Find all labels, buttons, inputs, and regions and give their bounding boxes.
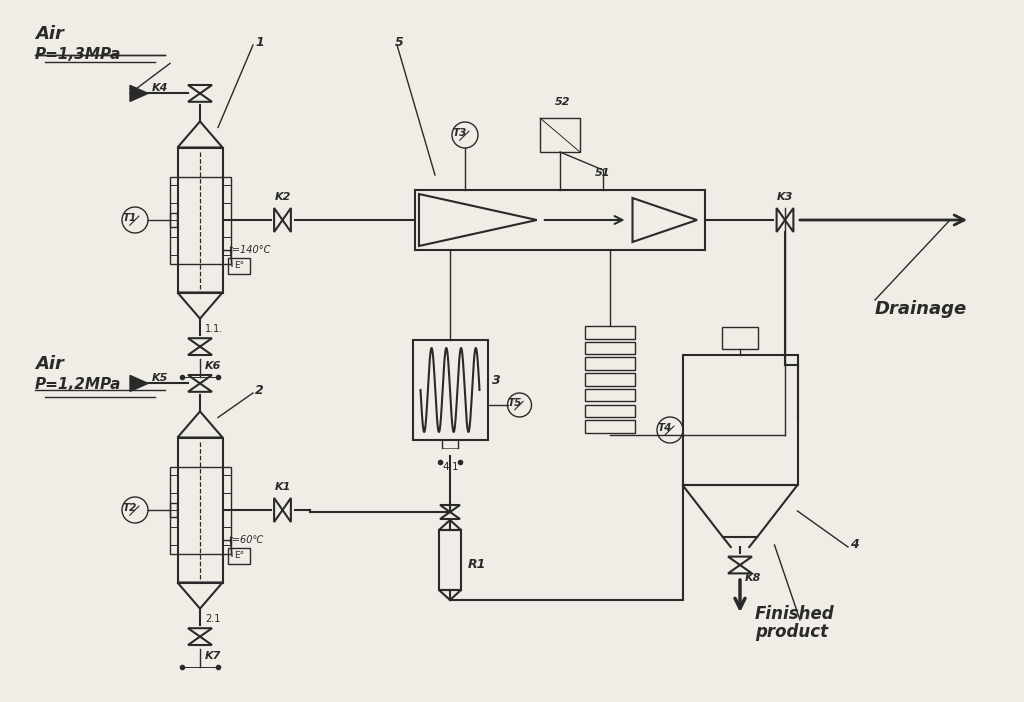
Bar bbox=[683, 355, 798, 485]
Text: T3: T3 bbox=[453, 128, 467, 138]
Text: P=1,3MPa: P=1,3MPa bbox=[35, 47, 122, 62]
Bar bbox=[585, 404, 635, 417]
Bar bbox=[439, 530, 461, 590]
Bar bbox=[585, 389, 635, 402]
Text: 2.1: 2.1 bbox=[205, 614, 220, 623]
Text: t=140°C: t=140°C bbox=[228, 245, 270, 255]
Text: K8: K8 bbox=[745, 573, 762, 583]
Polygon shape bbox=[130, 86, 148, 101]
Bar bbox=[722, 327, 758, 349]
Text: Air: Air bbox=[35, 355, 63, 373]
Bar bbox=[177, 147, 222, 293]
Bar bbox=[585, 420, 635, 433]
Bar bbox=[585, 326, 635, 338]
Bar bbox=[228, 548, 250, 564]
Bar bbox=[170, 213, 176, 227]
Bar bbox=[177, 437, 222, 583]
Text: 52: 52 bbox=[555, 97, 570, 107]
Text: E°: E° bbox=[233, 262, 244, 270]
Text: P=1,2MPa: P=1,2MPa bbox=[35, 377, 122, 392]
Bar bbox=[228, 258, 250, 274]
Text: T5: T5 bbox=[507, 398, 521, 408]
Bar bbox=[585, 342, 635, 355]
Text: 2: 2 bbox=[255, 383, 264, 397]
Bar bbox=[585, 373, 635, 386]
Text: K4: K4 bbox=[152, 84, 168, 93]
Text: E°: E° bbox=[233, 552, 244, 560]
Bar bbox=[540, 118, 580, 152]
Text: R1: R1 bbox=[468, 559, 486, 571]
Polygon shape bbox=[130, 376, 148, 392]
Bar bbox=[415, 190, 705, 250]
Text: 1.1.: 1.1. bbox=[205, 324, 223, 333]
Text: 1: 1 bbox=[255, 36, 264, 48]
Text: product: product bbox=[755, 623, 828, 641]
Text: Drainage: Drainage bbox=[874, 300, 968, 318]
Text: 4: 4 bbox=[850, 538, 859, 552]
Text: Finished: Finished bbox=[755, 605, 835, 623]
Text: T2: T2 bbox=[123, 503, 137, 513]
Bar bbox=[170, 176, 230, 263]
Text: K1: K1 bbox=[274, 482, 291, 492]
Text: 3: 3 bbox=[493, 373, 502, 387]
Text: K5: K5 bbox=[152, 373, 168, 383]
Text: 51: 51 bbox=[595, 168, 610, 178]
Bar bbox=[413, 340, 487, 440]
Text: K3: K3 bbox=[777, 192, 794, 202]
Text: t=60℃: t=60℃ bbox=[228, 535, 263, 545]
Text: K6: K6 bbox=[205, 361, 221, 371]
Text: K2: K2 bbox=[274, 192, 291, 202]
Text: K7: K7 bbox=[205, 651, 221, 661]
Bar bbox=[585, 357, 635, 370]
Text: T1: T1 bbox=[123, 213, 137, 223]
Text: 5: 5 bbox=[395, 36, 403, 48]
Text: T4: T4 bbox=[657, 423, 672, 433]
Text: 4.1: 4.1 bbox=[442, 462, 459, 472]
Bar bbox=[170, 503, 176, 517]
Text: Air: Air bbox=[35, 25, 63, 43]
Bar bbox=[170, 467, 230, 553]
